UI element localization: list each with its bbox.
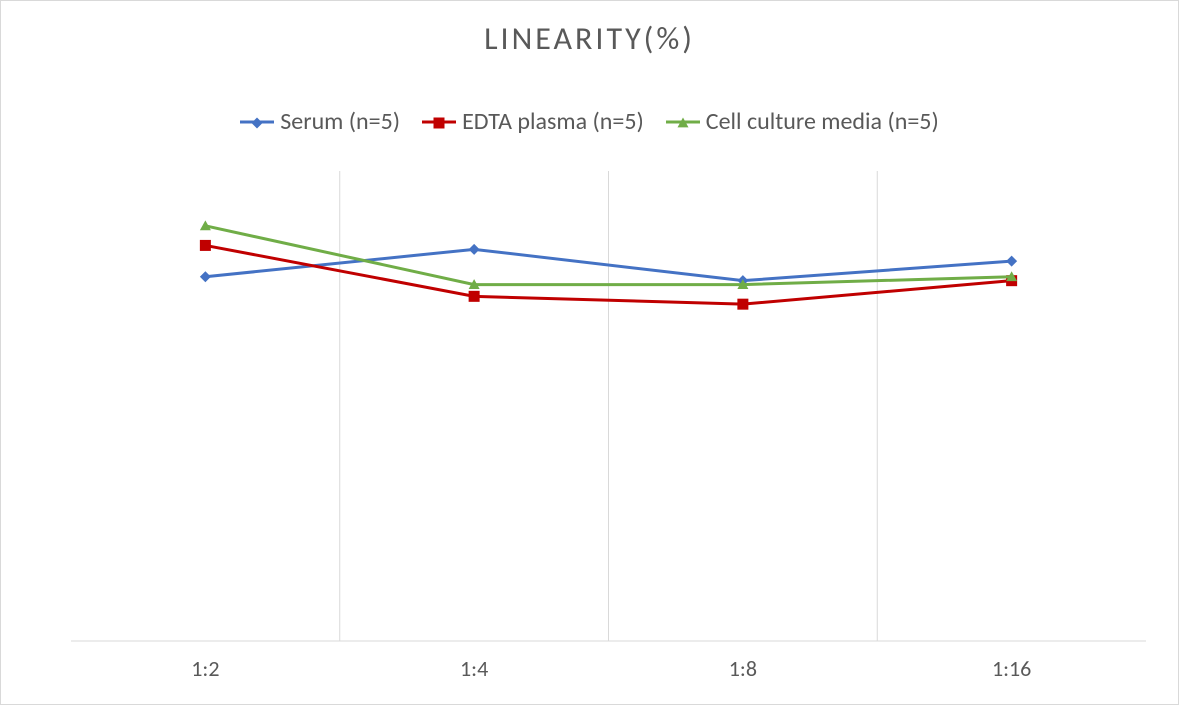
x-tick-label: 1:4	[460, 655, 488, 682]
series-marker	[200, 271, 211, 282]
chart-legend: Serum (n=5) EDTA plasma (n=5) Cell culture…	[1, 107, 1178, 136]
series-marker	[737, 299, 748, 310]
chart-frame: LINEARITY(%) Serum (n=5) EDTA plasma (n=5…	[0, 0, 1179, 705]
legend-item: Serum (n=5)	[240, 107, 400, 136]
legend-swatch	[240, 115, 274, 129]
x-tick-label: 1:2	[191, 655, 219, 682]
x-tick-label: 1:16	[992, 655, 1031, 682]
plot-area	[71, 171, 1146, 641]
legend-item: Cell culture media (n=5)	[666, 107, 939, 136]
legend-item: EDTA plasma (n=5)	[422, 107, 644, 136]
triangle-icon	[676, 116, 689, 129]
legend-label: EDTA plasma (n=5)	[462, 107, 644, 136]
x-tick-label: 1:8	[729, 655, 757, 682]
legend-swatch	[422, 115, 456, 129]
series-marker	[200, 240, 211, 251]
plot-svg	[71, 171, 1146, 641]
legend-label: Cell culture media (n=5)	[706, 107, 939, 136]
series-marker	[469, 291, 480, 302]
legend-label: Serum (n=5)	[280, 107, 400, 136]
legend-swatch	[666, 115, 700, 129]
chart-title: LINEARITY(%)	[1, 19, 1178, 58]
series-marker	[469, 244, 480, 255]
series-marker	[1006, 256, 1017, 267]
square-icon	[433, 116, 446, 129]
diamond-icon	[251, 116, 264, 129]
